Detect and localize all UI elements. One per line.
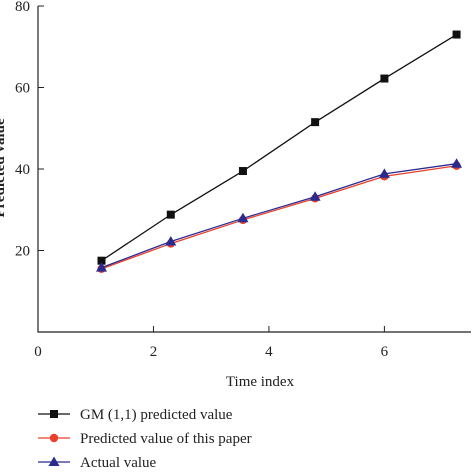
series-square (97, 30, 461, 265)
series-line (101, 163, 457, 269)
axis-lines (37, 6, 471, 333)
legend-label: GM (1,1) predicted value (80, 407, 233, 423)
legend-label: Predicted value of this paper (80, 431, 252, 447)
x-axis-title: Time index (226, 374, 295, 390)
y-tick-label: 40 (15, 162, 30, 178)
x-tick-label: 4 (265, 344, 273, 360)
y-tick-label: 20 (15, 244, 30, 260)
data-point (309, 191, 321, 201)
y-axis-ticks: 20 40 60 80 (15, 0, 44, 260)
data-point (166, 210, 175, 219)
data-point (380, 74, 389, 83)
series-circle (97, 161, 461, 274)
data-point (311, 118, 320, 127)
data-point (452, 30, 461, 39)
series-line (101, 33, 457, 262)
legend-label: Actual value (80, 455, 157, 471)
y-tick-label: 60 (15, 81, 30, 97)
series-triangle (96, 158, 463, 272)
data-point (96, 262, 108, 272)
data-point (451, 158, 463, 168)
data-point (165, 236, 177, 246)
x-tick-label: 6 (381, 344, 389, 360)
x-axis-ticks: 0 2 4 6 (34, 326, 389, 360)
legend-marker (49, 433, 59, 443)
data-point (97, 256, 106, 265)
legend-marker (48, 456, 60, 466)
legend: GM (1,1) predicted value Predicted value … (38, 407, 252, 471)
x-tick-label: 2 (150, 344, 158, 360)
data-point (237, 212, 249, 223)
plot-frame (37, 6, 471, 333)
data-point (378, 168, 390, 178)
y-axis-title: Predicted value (0, 118, 8, 218)
series-line (101, 165, 457, 270)
series-layer (96, 30, 463, 274)
y-tick-label: 80 (15, 0, 30, 15)
data-point (238, 167, 247, 176)
x-tick-label: 0 (34, 344, 42, 360)
legend-marker (50, 410, 58, 418)
